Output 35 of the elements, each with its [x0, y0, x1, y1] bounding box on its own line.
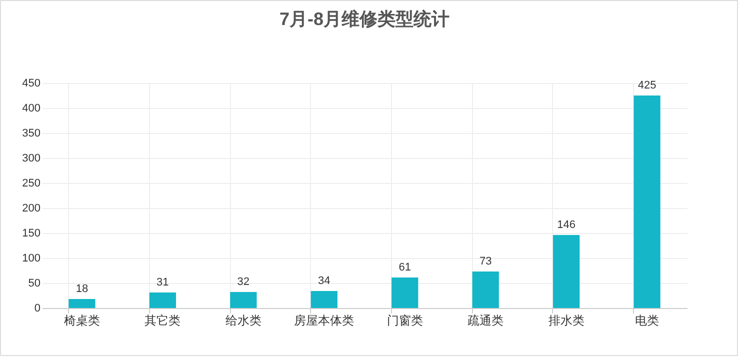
- data-label: 61: [398, 262, 411, 274]
- data-label: 34: [318, 275, 330, 287]
- x-tick-label: 电类: [635, 314, 660, 328]
- x-tick-label: 疏通类: [468, 314, 504, 328]
- x-tick-label: 排水类: [548, 314, 584, 328]
- y-tick-label: 400: [22, 102, 40, 114]
- bar: [230, 292, 257, 308]
- y-tick-label: 0: [34, 302, 40, 314]
- y-tick-label: 100: [22, 252, 40, 264]
- y-tick-label: 200: [22, 202, 40, 214]
- x-tick-label: 门窗类: [386, 314, 423, 328]
- data-label: 73: [479, 256, 492, 268]
- chart-title: 7月-8月维修类型统计: [279, 9, 450, 29]
- bar: [68, 299, 96, 308]
- y-tick-label: 450: [22, 78, 40, 90]
- data-label: 425: [638, 80, 656, 92]
- bar: [472, 272, 499, 308]
- data-label: 32: [237, 276, 250, 288]
- y-tick-label: 150: [22, 228, 40, 240]
- bar: [552, 235, 580, 308]
- bar: [149, 292, 176, 308]
- bar: [634, 96, 660, 308]
- x-tick-label: 给水类: [225, 314, 262, 328]
- y-tick-label: 300: [22, 152, 40, 164]
- x-tick-label: 其它类: [144, 314, 181, 328]
- bar: [310, 291, 338, 308]
- y-tick-label: 250: [22, 178, 40, 190]
- data-label: 31: [156, 276, 169, 288]
- x-tick-label: 房屋本体类: [294, 314, 354, 328]
- data-label: 18: [76, 283, 88, 295]
- y-tick-label: 50: [28, 278, 40, 290]
- data-label: 146: [557, 219, 576, 231]
- bar: [392, 278, 418, 308]
- x-tick-label: 椅桌类: [64, 314, 100, 328]
- y-tick-label: 350: [22, 128, 40, 140]
